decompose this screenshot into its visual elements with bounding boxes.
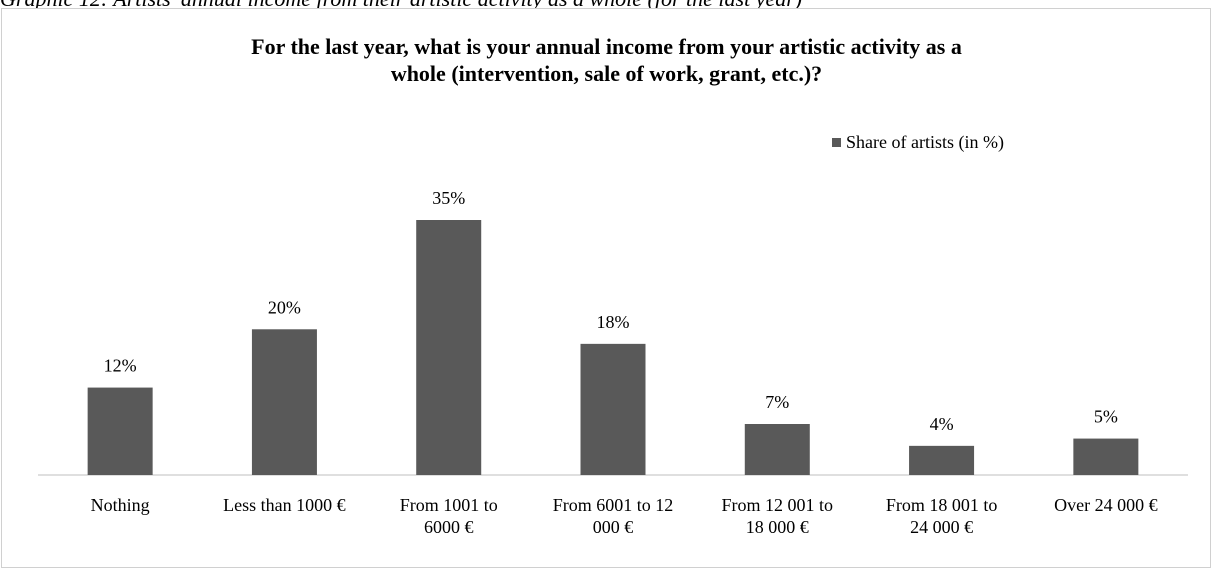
chart-title-line-1: For the last year, what is your annual i… xyxy=(251,34,962,59)
legend-label: Share of artists (in %) xyxy=(846,132,1004,152)
category-label: Over 24 000 € xyxy=(1054,495,1157,515)
legend-swatch xyxy=(832,138,841,147)
category-label: Nothing xyxy=(91,495,150,515)
bar xyxy=(416,220,482,475)
chart-title-line-2: whole (intervention, sale of work, grant… xyxy=(390,61,823,86)
category-label: From 1001 to xyxy=(400,495,498,515)
data-label: 5% xyxy=(1094,407,1118,427)
category-label: From 6001 to 12 xyxy=(553,495,674,515)
data-label: 12% xyxy=(104,356,137,376)
bar xyxy=(580,343,646,475)
category-label: 18 000 € xyxy=(746,517,809,537)
category-label: 6000 € xyxy=(424,517,474,537)
bar xyxy=(1073,438,1139,475)
data-label: 18% xyxy=(597,312,630,332)
bar xyxy=(251,329,317,475)
category-label: From 12 001 to xyxy=(722,495,834,515)
figure-caption: Graphic 12: Artists' annual income from … xyxy=(0,0,802,12)
bar xyxy=(87,387,153,475)
data-label: 20% xyxy=(268,297,301,317)
category-label: 000 € xyxy=(593,517,634,537)
category-label: Less than 1000 € xyxy=(223,495,345,515)
data-label: 4% xyxy=(930,414,954,434)
category-label: From 18 001 to xyxy=(886,495,998,515)
chart-title: For the last year, what is your annual i… xyxy=(0,33,1213,87)
chart-legend: Share of artists (in %) xyxy=(832,132,1004,153)
bar xyxy=(744,424,810,475)
data-label: 7% xyxy=(765,392,789,412)
category-label: 24 000 € xyxy=(910,517,973,537)
bar xyxy=(909,445,975,475)
data-label: 35% xyxy=(432,188,465,208)
